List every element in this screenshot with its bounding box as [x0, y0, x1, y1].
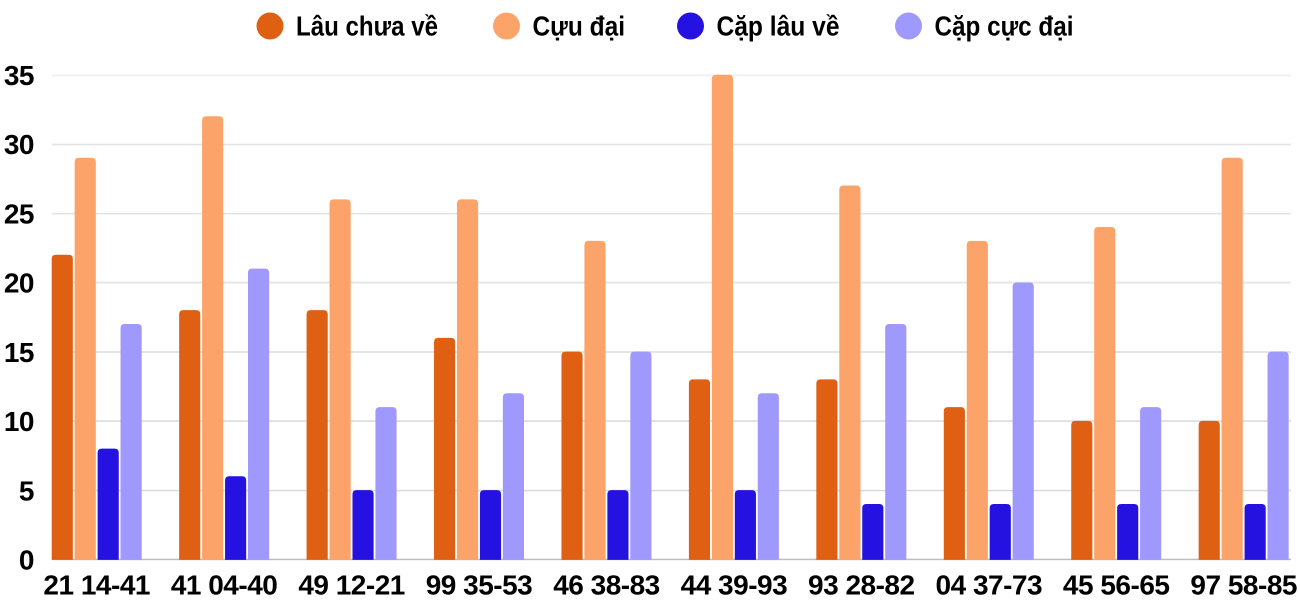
svg-text:99 35-53: 99 35-53	[426, 570, 533, 600]
svg-text:Cặp cực đại: Cặp cực đại	[935, 11, 1074, 42]
svg-text:Cặp lâu về: Cặp lâu về	[717, 11, 840, 42]
svg-text:44 39-93: 44 39-93	[681, 570, 788, 600]
svg-text:25: 25	[4, 198, 34, 229]
svg-text:49 12-21: 49 12-21	[298, 570, 405, 600]
svg-text:Cựu đại: Cựu đại	[533, 11, 626, 42]
svg-text:Lâu chưa về: Lâu chưa về	[296, 11, 438, 42]
svg-text:41 04-40: 41 04-40	[171, 570, 278, 600]
svg-text:45 56-65: 45 56-65	[1063, 570, 1170, 600]
svg-text:20: 20	[4, 268, 34, 299]
svg-text:5: 5	[19, 475, 34, 506]
svg-text:93 28-82: 93 28-82	[808, 570, 915, 600]
svg-text:04 37-73: 04 37-73	[936, 570, 1043, 600]
svg-text:35: 35	[4, 60, 34, 91]
svg-text:10: 10	[4, 406, 34, 437]
svg-text:46 38-83: 46 38-83	[553, 570, 660, 600]
svg-text:0: 0	[19, 545, 34, 576]
svg-text:15: 15	[4, 337, 34, 368]
svg-text:97 58-85: 97 58-85	[1190, 570, 1297, 600]
svg-text:21 14-41: 21 14-41	[43, 570, 150, 600]
svg-text:30: 30	[4, 129, 34, 160]
